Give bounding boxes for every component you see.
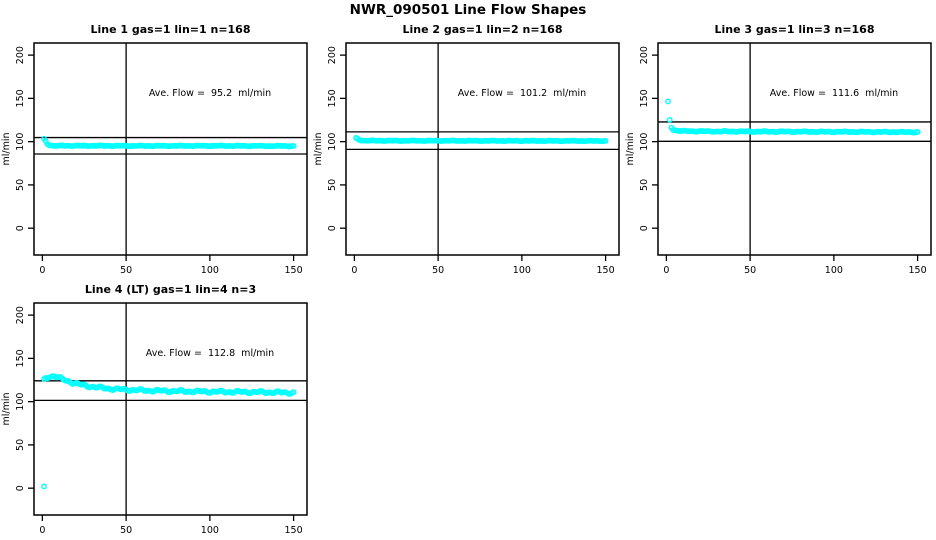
svg-text:200: 200 bbox=[639, 46, 650, 64]
subplot-line-3: 0 50 100 150 0 50 100 150 200 ml/min Line 3 gas=1… bbox=[624, 22, 936, 280]
plot-canvas-line-3: 0 50 100 150 0 50 100 150 200 ml/min bbox=[625, 42, 932, 276]
svg-text:ml/min: ml/min bbox=[625, 132, 636, 165]
svg-text:50: 50 bbox=[120, 525, 132, 536]
svg-text:150: 150 bbox=[285, 265, 303, 276]
svg-text:0: 0 bbox=[639, 225, 650, 231]
svg-text:150: 150 bbox=[909, 265, 927, 276]
plot-canvas-line-1: 0 50 100 150 0 50 100 150 200 ml/min bbox=[1, 42, 308, 276]
subplot-line-2: 0 50 100 150 0 50 100 150 200 ml/min Line 2 gas=1… bbox=[312, 22, 624, 280]
svg-text:50: 50 bbox=[15, 439, 26, 451]
subplot-title: Line 2 gas=1 lin=2 n=168 bbox=[402, 23, 563, 36]
svg-text:100: 100 bbox=[639, 133, 650, 151]
svg-text:50: 50 bbox=[15, 179, 26, 191]
svg-text:ml/min: ml/min bbox=[1, 132, 12, 165]
ave-flow-annotation: Ave. Flow = 95.2 ml/min bbox=[148, 88, 272, 99]
svg-text:0: 0 bbox=[15, 485, 26, 491]
svg-text:50: 50 bbox=[327, 179, 338, 191]
subplot-title: Line 4 (LT) gas=1 lin=4 n=3 bbox=[84, 283, 257, 296]
svg-text:ml/min: ml/min bbox=[1, 392, 12, 425]
svg-text:ml/min: ml/min bbox=[313, 132, 324, 165]
ave-flow-annotation: Ave. Flow = 111.6 ml/min bbox=[769, 88, 899, 99]
svg-text:0: 0 bbox=[39, 525, 45, 536]
ave-flow-annotation: Ave. Flow = 112.8 ml/min bbox=[145, 348, 275, 359]
svg-text:200: 200 bbox=[15, 306, 26, 324]
svg-text:100: 100 bbox=[201, 265, 219, 276]
ave-flow-annotation: Ave. Flow = 101.2 ml/min bbox=[457, 88, 587, 99]
svg-text:200: 200 bbox=[15, 46, 26, 64]
svg-text:50: 50 bbox=[639, 179, 650, 191]
subplot-title: Line 1 gas=1 lin=1 n=168 bbox=[90, 23, 251, 36]
plot-canvas-line-2: 0 50 100 150 0 50 100 150 200 ml/min bbox=[313, 42, 620, 276]
svg-text:50: 50 bbox=[432, 265, 444, 276]
plot-canvas-line-4: 0 50 100 150 0 50 100 150 200 ml/min bbox=[1, 302, 308, 536]
svg-text:0: 0 bbox=[351, 265, 357, 276]
svg-text:100: 100 bbox=[513, 265, 531, 276]
subplot-title: Line 3 gas=1 lin=3 n=168 bbox=[714, 23, 875, 36]
subplot-line-4: 0 50 100 150 0 50 100 150 200 ml/min Line 4 (LT) … bbox=[0, 282, 312, 540]
svg-text:0: 0 bbox=[15, 225, 26, 231]
svg-text:0: 0 bbox=[39, 265, 45, 276]
svg-text:100: 100 bbox=[327, 133, 338, 151]
svg-text:50: 50 bbox=[744, 265, 756, 276]
svg-text:100: 100 bbox=[15, 393, 26, 411]
figure-title: NWR_090501 Line Flow Shapes bbox=[349, 2, 587, 18]
svg-text:150: 150 bbox=[15, 349, 26, 367]
svg-text:100: 100 bbox=[825, 265, 843, 276]
svg-text:150: 150 bbox=[639, 89, 650, 107]
svg-text:50: 50 bbox=[120, 265, 132, 276]
svg-text:0: 0 bbox=[327, 225, 338, 231]
svg-text:100: 100 bbox=[15, 133, 26, 151]
svg-text:150: 150 bbox=[597, 265, 615, 276]
svg-text:150: 150 bbox=[285, 525, 303, 536]
svg-text:150: 150 bbox=[327, 89, 338, 107]
svg-text:200: 200 bbox=[327, 46, 338, 64]
svg-text:100: 100 bbox=[201, 525, 219, 536]
svg-text:150: 150 bbox=[15, 89, 26, 107]
svg-text:0: 0 bbox=[663, 265, 669, 276]
subplot-line-1: 0 50 100 150 0 50 100 150 200 ml/min Line 1 gas=1… bbox=[0, 22, 312, 280]
